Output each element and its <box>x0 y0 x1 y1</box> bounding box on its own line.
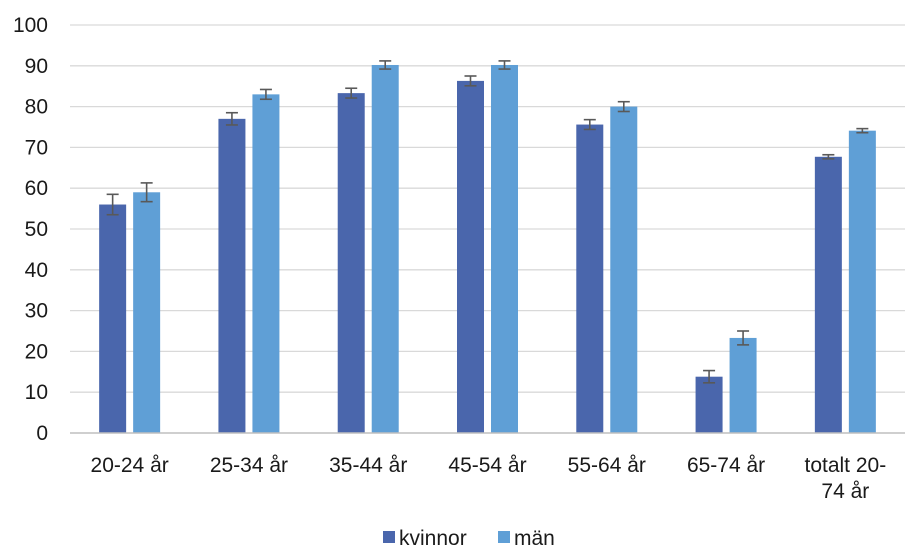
bar-män-1 <box>252 94 280 434</box>
x-category-label: totalt 20- 74 år <box>804 454 886 503</box>
x-category-label-line: 25-34 år <box>210 454 288 477</box>
x-category-label: 35-44 år <box>329 454 407 477</box>
x-category-label-line: 20-24 år <box>91 454 169 477</box>
y-tick-label: 80 <box>25 96 48 119</box>
bar-män-0 <box>133 192 161 433</box>
legend-swatch-kvinnor <box>383 531 395 543</box>
bar-kvinnor-3 <box>457 80 484 434</box>
y-tick-label: 10 <box>25 381 48 404</box>
bars <box>99 64 876 434</box>
x-category-label-line: totalt 20- <box>804 454 886 477</box>
y-tick-label: 100 <box>13 14 48 37</box>
x-category-label: 45-54 år <box>448 454 526 477</box>
x-category-label: 65-74 år <box>687 454 765 477</box>
bar-kvinnor-4 <box>576 124 604 433</box>
x-category-label: 55-64 år <box>568 454 646 477</box>
x-category-label-line: 65-74 år <box>687 454 765 477</box>
bar-kvinnor-6 <box>814 156 842 433</box>
legend: kvinnor män <box>383 527 555 550</box>
x-category-label-line: 35-44 år <box>329 454 407 477</box>
bar-män-6 <box>848 130 876 433</box>
x-category-label: 25-34 år <box>210 454 288 477</box>
y-tick-label: 50 <box>25 218 48 241</box>
bar-kvinnor-5 <box>695 376 723 433</box>
x-category-label: 20-24 år <box>91 454 169 477</box>
bar-män-5 <box>729 337 757 433</box>
legend-label: kvinnor <box>399 527 467 550</box>
bar-kvinnor-2 <box>337 93 365 434</box>
x-category-label-line: 55-64 år <box>568 454 646 477</box>
y-tick-label: 60 <box>25 177 48 200</box>
gridlines <box>70 24 905 393</box>
y-tick-label: 90 <box>25 55 48 78</box>
x-axis-category-labels: 20-24 år 25-34 år 35-44 år 45-54 år 55-64 år… <box>91 454 887 503</box>
y-tick-label: 40 <box>25 259 48 282</box>
y-axis-tick-labels: 0 10 20 30 40 50 60 70 80 90 100 <box>13 14 48 445</box>
bar-kvinnor-1 <box>218 118 246 433</box>
bar-kvinnor-0 <box>99 204 127 433</box>
y-tick-label: 0 <box>36 422 48 445</box>
legend-label: män <box>514 527 555 550</box>
x-category-label-line: 74 år <box>821 480 869 503</box>
y-tick-label: 30 <box>25 300 48 323</box>
error-bars <box>106 60 869 384</box>
legend-swatch-män <box>498 531 510 543</box>
y-tick-label: 20 <box>25 340 48 363</box>
x-category-label-line: 45-54 år <box>448 454 526 477</box>
y-tick-label: 70 <box>25 136 48 159</box>
bar-män-3 <box>491 64 518 433</box>
bar-män-2 <box>371 64 399 433</box>
bar-män-4 <box>610 106 638 433</box>
